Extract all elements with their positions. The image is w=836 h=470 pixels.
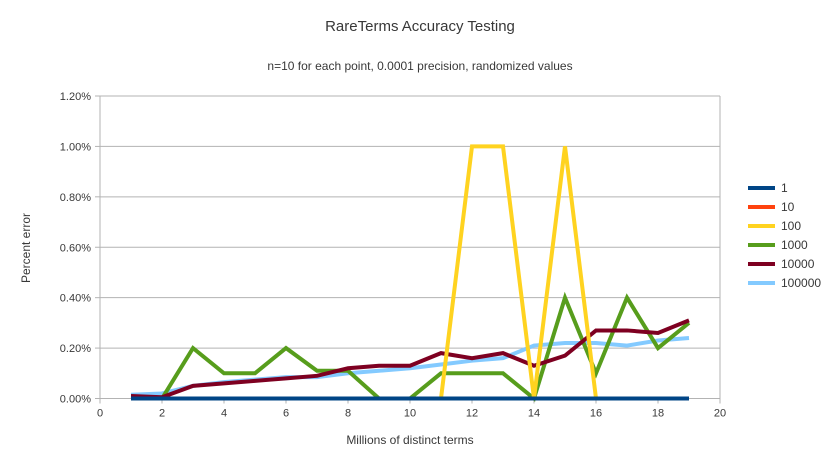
x-tick-label: 4 [221, 408, 227, 420]
x-axis-title: Millions of distinct terms [346, 433, 473, 447]
x-tick-label: 2 [159, 408, 165, 420]
gridlines [100, 95, 720, 349]
series-line-100 [131, 144, 689, 401]
y-tick-label: 0.80% [60, 192, 91, 204]
y-tick-label: 0.00% [60, 394, 91, 406]
y-axis-title: Percent error [19, 213, 33, 283]
legend-item: 1 [748, 181, 788, 195]
x-tick-label: 14 [528, 408, 540, 420]
legend-label: 100 [781, 219, 801, 233]
legend-label: 10000 [781, 257, 815, 271]
legend-label: 1 [781, 181, 788, 195]
legend-item: 100000 [748, 276, 821, 290]
legend-item: 10 [748, 200, 795, 214]
legend: 1 10 100 1000 10000 100000 [748, 181, 821, 290]
legend-label: 10 [781, 200, 795, 214]
series-line-10000 [130, 318, 690, 400]
x-tick-label: 10 [404, 408, 416, 420]
y-tick-label: 0.40% [60, 293, 91, 305]
y-tick-label: 1.20% [60, 91, 91, 103]
series-lines [130, 144, 691, 402]
chart-title: RareTerms Accuracy Testing [325, 18, 515, 35]
x-tick-label: 12 [466, 408, 478, 420]
y-tick-label: 0.60% [60, 242, 91, 254]
y-axis-tick-labels: 0.00% 0.20% 0.40% 0.60% 0.80% 1.00% 1.20% [60, 91, 91, 406]
legend-label: 100000 [781, 276, 821, 290]
x-tick-label: 20 [714, 408, 726, 420]
legend-label: 1000 [781, 238, 808, 252]
chart-subtitle: n=10 for each point, 0.0001 precision, r… [267, 59, 572, 73]
x-tick-label: 18 [652, 408, 664, 420]
x-tick-label: 0 [97, 408, 103, 420]
x-axis-tick-labels: 0 2 4 6 8 10 12 14 16 18 20 [97, 408, 726, 420]
y-tick-label: 0.20% [60, 343, 91, 355]
y-tick-label: 1.00% [60, 141, 91, 153]
legend-item: 1000 [748, 238, 808, 252]
x-tick-label: 8 [345, 408, 351, 420]
legend-item: 10000 [748, 257, 815, 271]
y-axis-ticks [95, 95, 100, 399]
legend-item: 100 [748, 219, 801, 233]
x-tick-label: 6 [283, 408, 289, 420]
x-tick-label: 16 [590, 408, 602, 420]
